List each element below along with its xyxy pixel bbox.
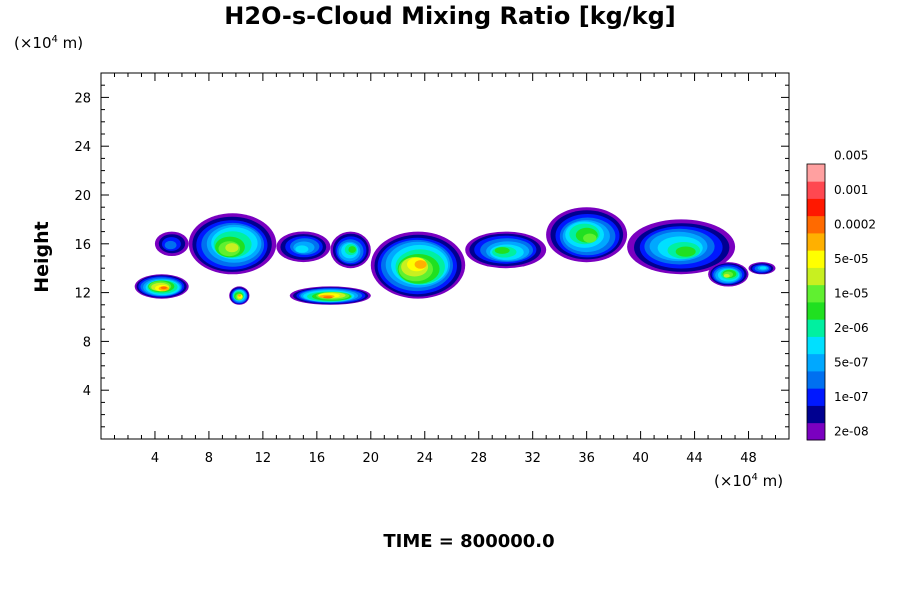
- cloud-field: [134, 207, 776, 305]
- colorbar-label: 2e-06: [834, 321, 869, 335]
- cloud-region: [134, 274, 189, 299]
- x-axis-unit: (×104 m): [714, 472, 784, 490]
- contour-level: [323, 296, 333, 299]
- colorbar-swatch: [807, 319, 825, 337]
- x-tick-label: 40: [632, 451, 649, 466]
- cloud-region: [708, 262, 749, 287]
- x-tick-label: 8: [205, 451, 213, 466]
- colorbar-swatch: [807, 250, 825, 268]
- contour-level: [160, 286, 167, 290]
- cloud-region: [627, 219, 736, 275]
- colorbar: 2e-08 1e-07 5e-07 2e-06 1e-05 5e-05 0.0002 0.00…: [806, 148, 876, 441]
- colorbar-swatch: [807, 371, 825, 389]
- cloud-region: [330, 231, 371, 269]
- x-tick-label: 16: [309, 451, 326, 466]
- cloud-region: [370, 231, 466, 299]
- contour-level: [348, 246, 357, 253]
- colorbar-swatch: [807, 388, 825, 406]
- colorbar-swatch: [807, 215, 825, 234]
- contour-level: [583, 233, 597, 243]
- colorbar-swatch: [807, 302, 825, 320]
- y-tick-label: 28: [74, 91, 91, 106]
- y-tick-label: 8: [83, 335, 91, 350]
- cloud-region: [154, 231, 189, 256]
- colorbar-swatch: [807, 405, 825, 424]
- x-tick-label: 44: [686, 451, 703, 466]
- y-tick-label: 24: [74, 140, 91, 155]
- cloud-region: [289, 286, 371, 305]
- contour-level: [414, 260, 427, 269]
- x-tick-label: 32: [524, 451, 541, 466]
- colorbar-swatch: [807, 164, 825, 182]
- contour-level: [225, 243, 239, 253]
- y-tick-label: 4: [83, 384, 91, 399]
- colorbar-label: 0.005: [834, 148, 868, 162]
- colorbar-label: 0.0002: [834, 217, 876, 231]
- colorbar-swatch: [807, 284, 825, 303]
- contour-level: [759, 266, 767, 270]
- contour-level: [164, 240, 177, 250]
- contour-level: [723, 274, 730, 278]
- colorbar-swatch: [807, 233, 825, 251]
- x-tick-label: 20: [363, 451, 380, 466]
- colorbar-label: 1e-05: [834, 286, 869, 300]
- x-tick-label: 48: [740, 451, 757, 466]
- colorbar-swatch: [807, 336, 825, 355]
- y-tick-label: 20: [74, 189, 91, 204]
- colorbar-frame: [806, 163, 826, 441]
- colorbar-label: 0.001: [834, 183, 868, 197]
- contour-level: [238, 294, 241, 297]
- y-axis-unit: (×104 m): [14, 34, 84, 52]
- cloud-region: [465, 231, 547, 269]
- y-tick-label: 12: [74, 287, 91, 302]
- cloud-region: [748, 262, 776, 275]
- colorbar-swatch: [807, 422, 825, 441]
- colorbar-swatch: [807, 198, 825, 217]
- colorbar-label: 5e-07: [834, 355, 869, 369]
- time-label: TIME = 800000.0: [383, 531, 555, 552]
- x-tick-label: 4: [151, 451, 159, 466]
- cloud-region: [546, 207, 628, 263]
- cloud-region: [188, 213, 277, 275]
- cloud-region: [276, 231, 331, 263]
- colorbar-label: 5e-05: [834, 252, 869, 266]
- colorbar-swatch: [807, 267, 825, 286]
- contour-level: [494, 247, 510, 254]
- y-tick-label: 16: [74, 238, 91, 253]
- contour-level: [295, 245, 309, 253]
- x-tick-label: 12: [255, 451, 272, 466]
- colorbar-label: 2e-08: [834, 424, 869, 438]
- cloud-region: [229, 286, 250, 305]
- colorbar-swatch: [807, 353, 825, 372]
- x-tick-label: 24: [416, 451, 433, 466]
- colorbar-label: 1e-07: [834, 390, 869, 404]
- chart-title: H2O-s-Cloud Mixing Ratio [kg/kg]: [224, 2, 676, 30]
- colorbar-swatch: [807, 181, 825, 199]
- x-tick-label: 28: [470, 451, 487, 466]
- contour-level: [675, 246, 696, 257]
- x-tick-label: 36: [578, 451, 595, 466]
